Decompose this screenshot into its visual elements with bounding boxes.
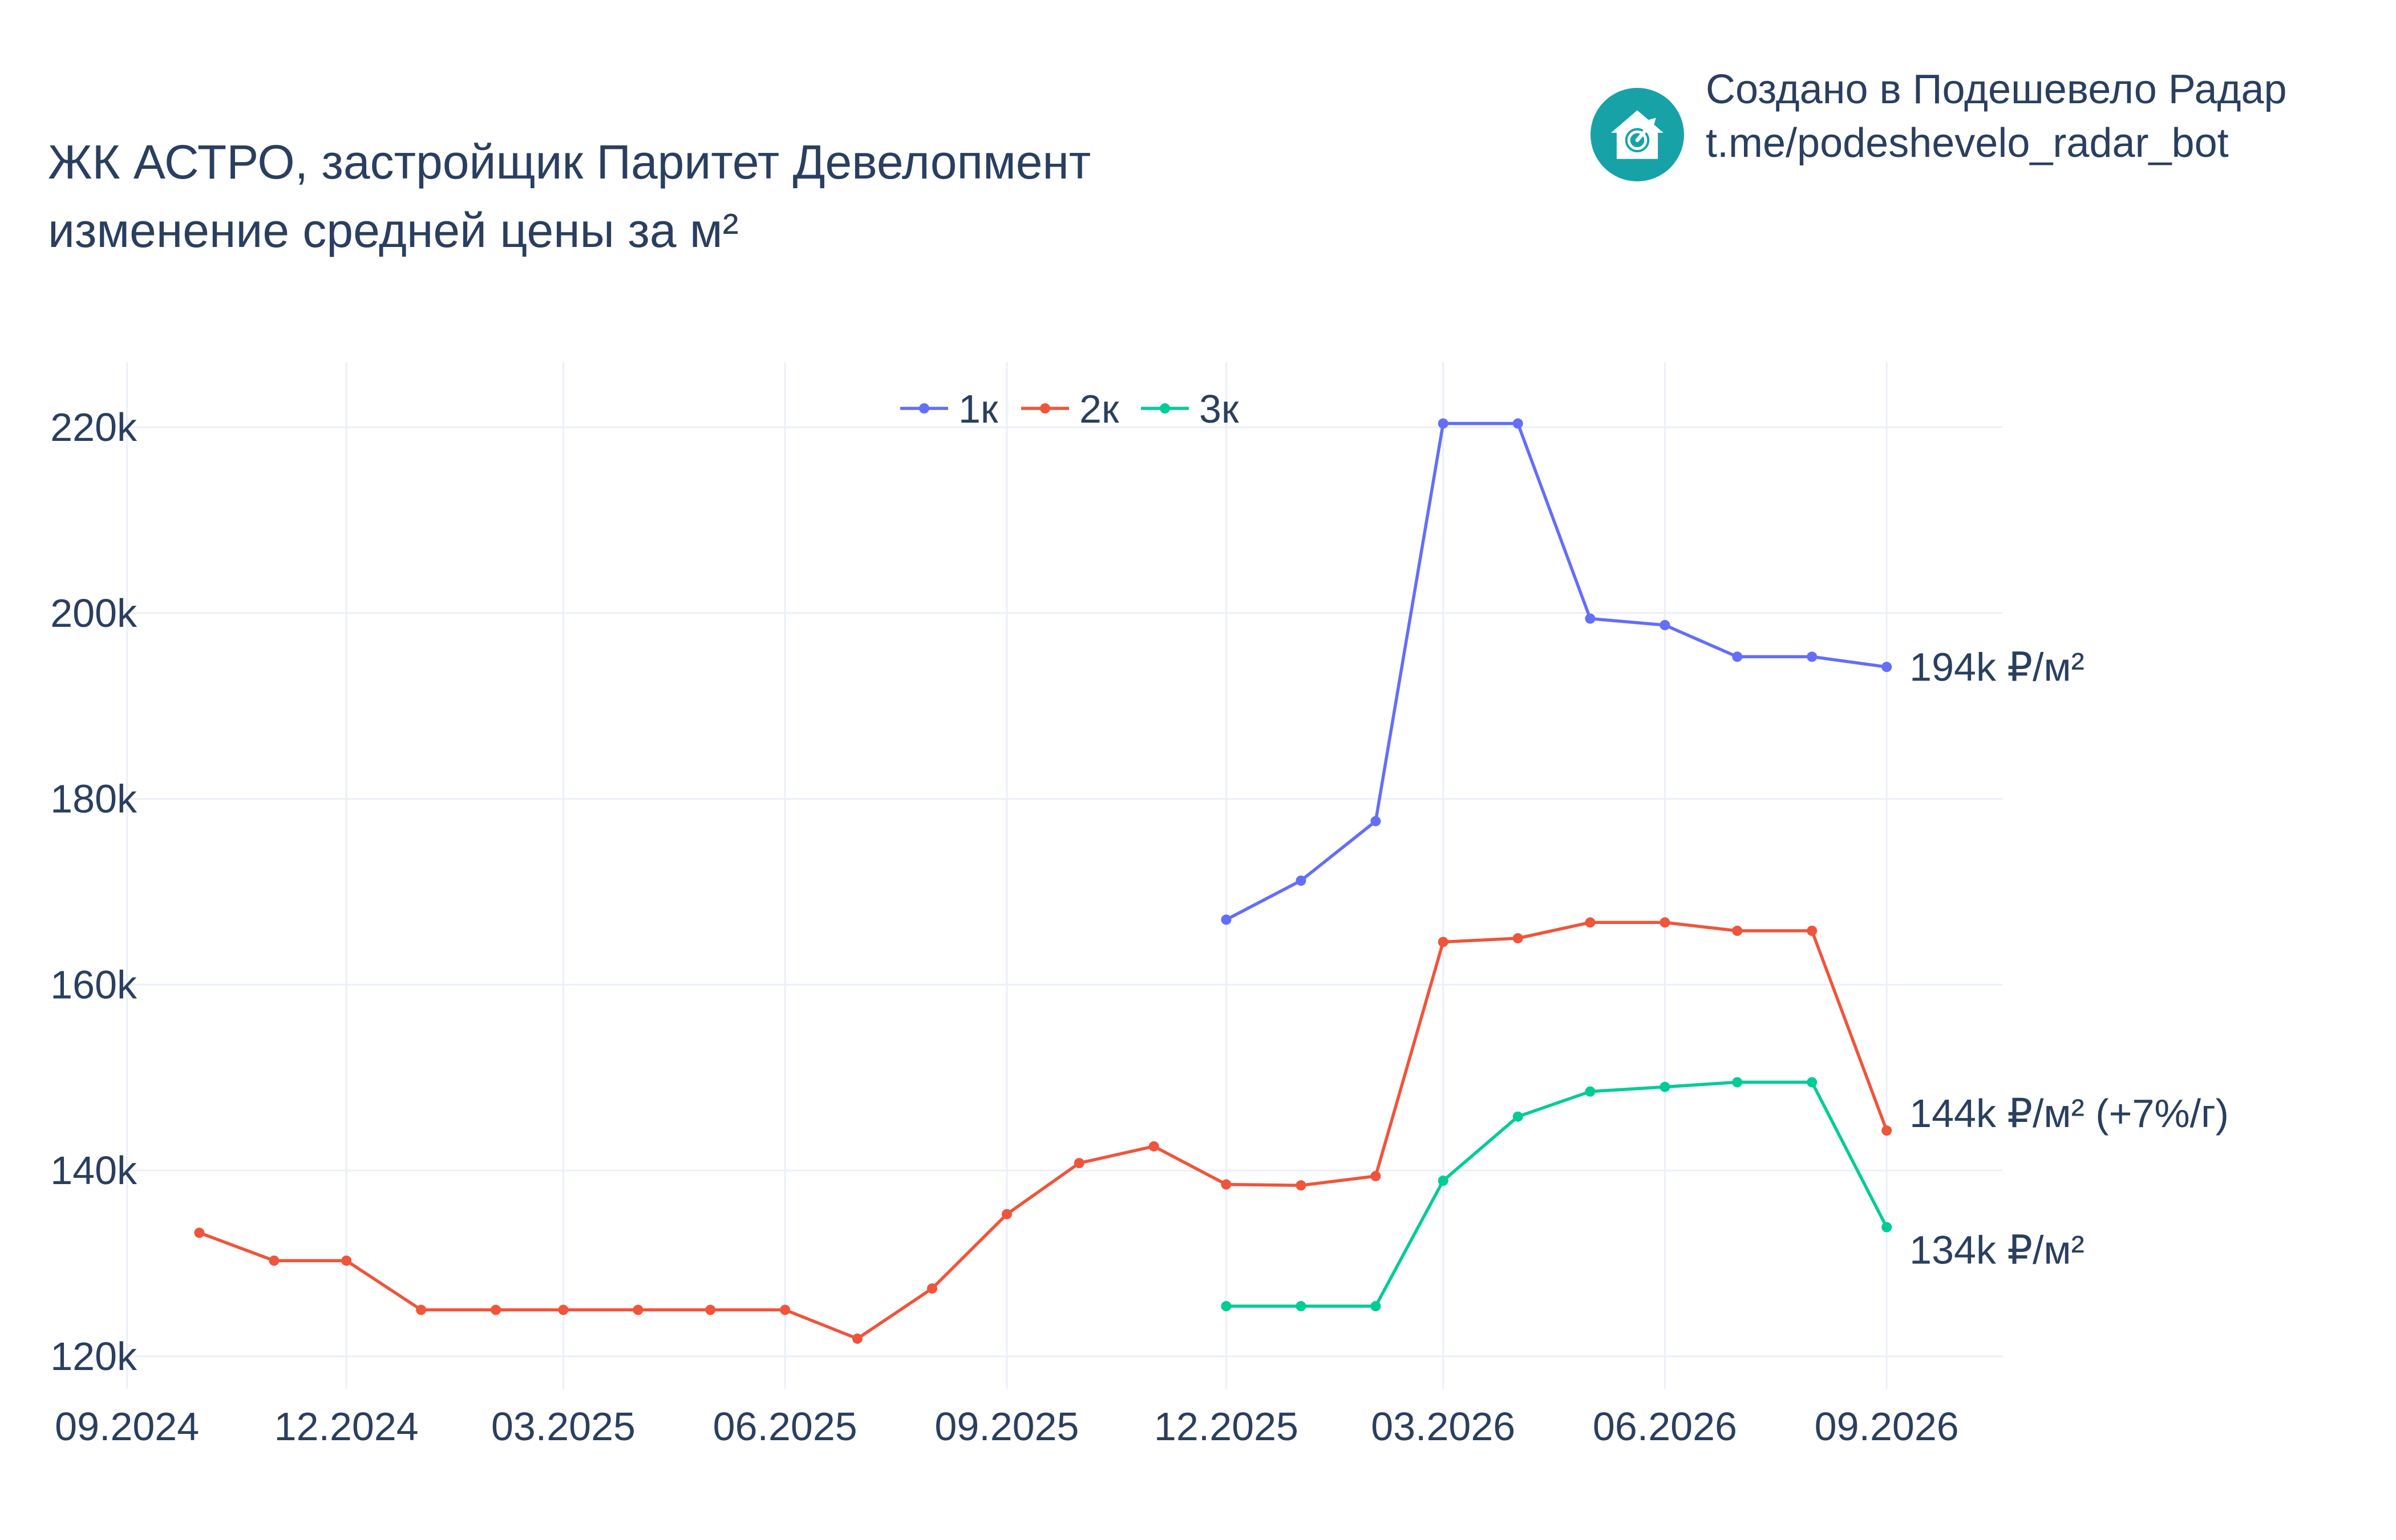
data-point bbox=[1585, 613, 1596, 624]
data-point bbox=[1807, 651, 1818, 662]
data-point bbox=[1881, 662, 1892, 672]
x-tick-label: 09.2024 bbox=[55, 1404, 199, 1449]
data-point bbox=[1732, 1077, 1743, 1088]
data-point bbox=[269, 1255, 280, 1266]
data-point bbox=[1370, 1301, 1381, 1312]
data-point bbox=[1438, 1176, 1448, 1186]
legend-swatch-dot bbox=[1040, 403, 1050, 414]
data-point bbox=[1660, 1081, 1670, 1092]
data-point bbox=[1881, 1125, 1892, 1136]
data-point bbox=[1296, 1180, 1306, 1191]
x-tick-label: 06.2025 bbox=[713, 1404, 857, 1449]
data-point bbox=[558, 1304, 569, 1315]
data-point bbox=[926, 1283, 937, 1294]
data-point bbox=[341, 1255, 352, 1266]
data-point bbox=[491, 1304, 501, 1315]
data-point bbox=[1296, 875, 1306, 886]
legend-swatch-dot bbox=[919, 403, 929, 414]
legend: 1к 2к 3к bbox=[900, 387, 1239, 431]
house-chart-logo-icon bbox=[1590, 88, 1684, 181]
series-layer bbox=[194, 418, 1892, 1344]
end-label: 134k ₽/м² bbox=[1909, 1228, 2085, 1272]
x-tick-label: 12.2024 bbox=[274, 1404, 419, 1449]
data-point bbox=[194, 1227, 205, 1238]
data-point bbox=[1881, 1222, 1892, 1233]
data-point bbox=[1732, 651, 1743, 662]
data-point bbox=[852, 1334, 863, 1344]
y-tick-label: 160k bbox=[50, 962, 137, 1007]
x-tick-label: 09.2026 bbox=[1815, 1404, 1959, 1449]
data-point bbox=[1074, 1158, 1084, 1169]
data-point bbox=[1370, 816, 1381, 826]
series-line bbox=[199, 921, 1888, 1340]
y-tick-label: 220k bbox=[50, 405, 137, 449]
legend-item: 3к bbox=[1141, 387, 1239, 431]
series-2к bbox=[194, 917, 1892, 1344]
legend-item: 2к bbox=[1021, 387, 1119, 431]
legend-label: 3к bbox=[1199, 387, 1239, 431]
legend-item: 1к bbox=[900, 387, 998, 431]
data-point bbox=[1512, 418, 1523, 429]
y-tick-label: 200k bbox=[50, 591, 137, 635]
end-labels: 194k ₽/м² 144k ₽/м² (+7%/г) 134k ₽/м² bbox=[1909, 645, 2229, 1272]
x-tick-label: 12.2025 bbox=[1154, 1404, 1298, 1449]
y-tick-label: 180k bbox=[50, 777, 137, 821]
brand-name: Создано в Подешевело Радар bbox=[1706, 67, 2287, 112]
data-point bbox=[1296, 1301, 1306, 1312]
y-tick-label: 140k bbox=[50, 1148, 137, 1193]
data-point bbox=[705, 1304, 716, 1315]
series-1к bbox=[1221, 418, 1892, 925]
grid-lines bbox=[120, 362, 2002, 1389]
data-point bbox=[1221, 1301, 1232, 1312]
data-point bbox=[1370, 1170, 1381, 1181]
data-point bbox=[1732, 925, 1743, 936]
brand-link[interactable]: t.me/podeshevelo_radar_bot bbox=[1706, 120, 2229, 166]
data-point bbox=[1438, 418, 1448, 429]
data-point bbox=[1660, 917, 1670, 928]
chart-title: ЖК АСТРО, застройщик Паритет Девелопмент bbox=[48, 135, 1091, 189]
data-point bbox=[780, 1304, 791, 1315]
x-tick-label: 03.2025 bbox=[491, 1404, 636, 1449]
data-point bbox=[1438, 937, 1448, 947]
end-label: 144k ₽/м² (+7%/г) bbox=[1909, 1091, 2229, 1136]
data-point bbox=[1512, 933, 1523, 943]
data-point bbox=[1148, 1141, 1159, 1152]
y-tick-label: 120k bbox=[50, 1334, 137, 1379]
data-point bbox=[1001, 1209, 1012, 1219]
legend-label: 1к bbox=[958, 387, 998, 431]
data-point bbox=[1660, 619, 1670, 630]
legend-label: 2к bbox=[1079, 387, 1119, 431]
data-point bbox=[1221, 1179, 1232, 1190]
x-tick-label: 09.2025 bbox=[934, 1404, 1079, 1449]
legend-swatch-dot bbox=[1160, 403, 1170, 414]
end-label: 194k ₽/м² bbox=[1909, 645, 2085, 689]
x-tick-label: 03.2026 bbox=[1371, 1404, 1515, 1449]
data-point bbox=[1221, 914, 1232, 925]
data-point bbox=[1585, 917, 1596, 928]
data-point bbox=[1807, 925, 1818, 936]
data-point bbox=[416, 1304, 427, 1315]
series-line bbox=[1225, 422, 1887, 921]
data-point bbox=[1512, 1111, 1523, 1122]
axis-labels: 120k 140k 160k 180k 200k 220k 09.2024 12.2024 03… bbox=[50, 405, 1959, 1449]
data-point bbox=[633, 1304, 643, 1315]
series-3к bbox=[1221, 1077, 1892, 1312]
data-point bbox=[1807, 1077, 1818, 1088]
data-point bbox=[1585, 1086, 1596, 1097]
x-tick-label: 06.2026 bbox=[1593, 1404, 1737, 1449]
series-line bbox=[1226, 1080, 1888, 1308]
chart-subtitle: изменение средней цены за м² bbox=[48, 204, 739, 257]
